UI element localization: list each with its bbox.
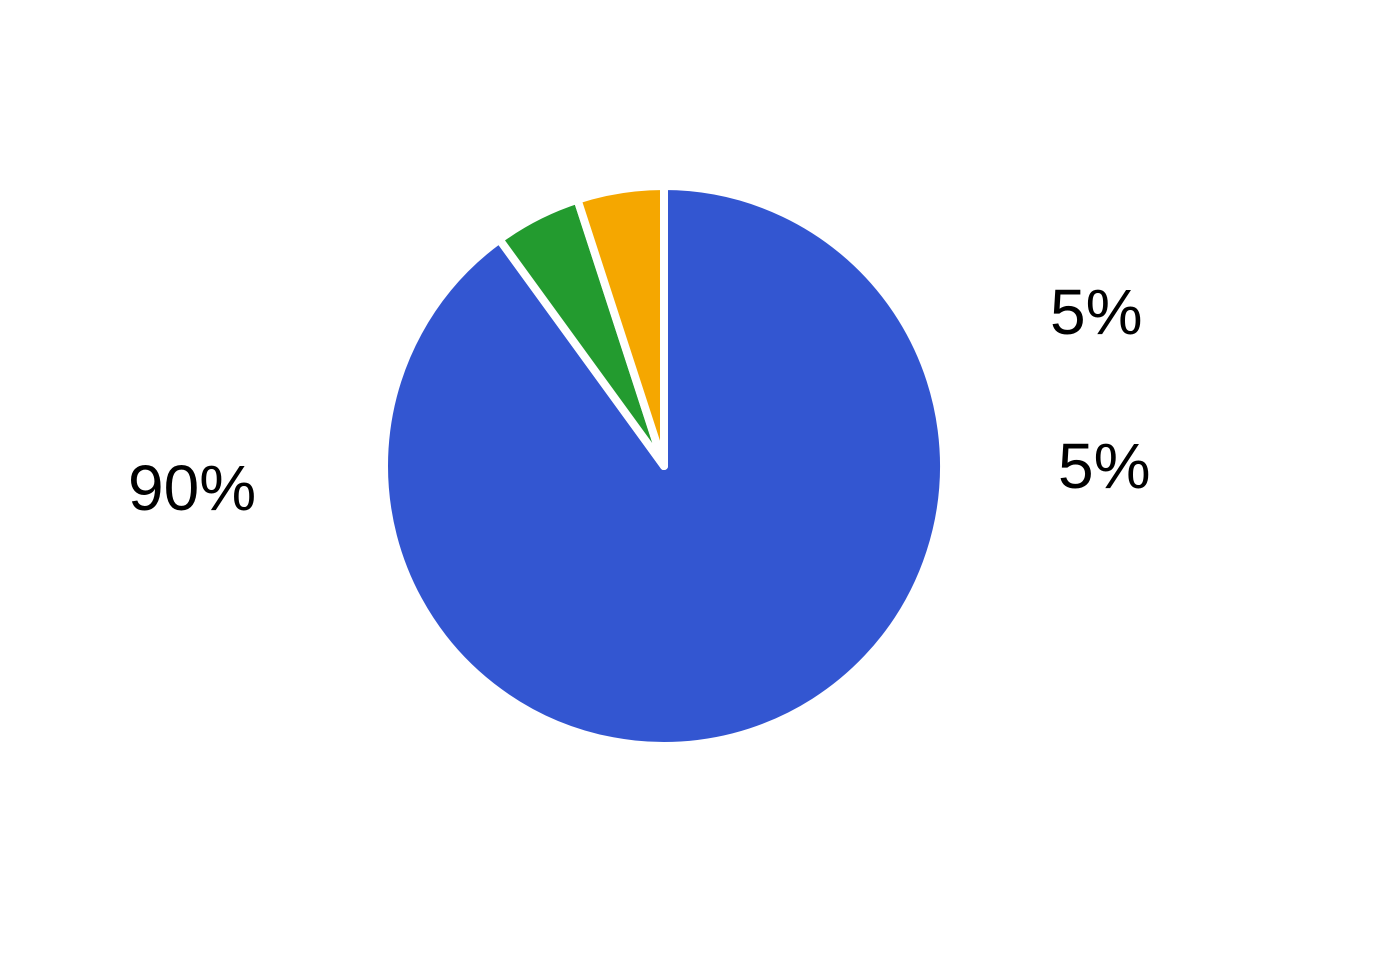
pie-chart-stage: 90% 5% 5% bbox=[0, 0, 1400, 980]
pie-label-blue: 90% bbox=[128, 456, 256, 520]
pie-label-green: 5% bbox=[1050, 280, 1143, 344]
pie-label-orange: 5% bbox=[1058, 434, 1151, 498]
